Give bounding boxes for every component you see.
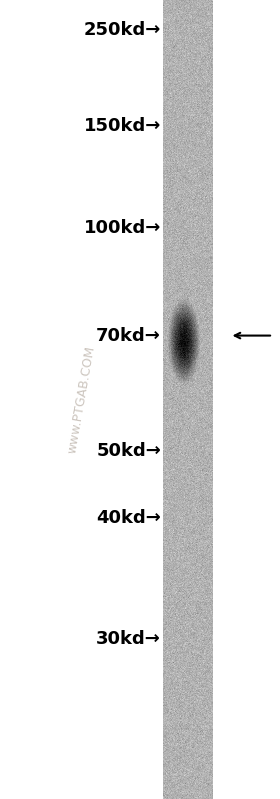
Text: 30kd→: 30kd→ bbox=[96, 630, 161, 648]
Bar bbox=[0, 0, 163, 799]
Text: 70kd→: 70kd→ bbox=[96, 327, 161, 344]
Text: www.PTGAB.COM: www.PTGAB.COM bbox=[66, 344, 97, 455]
Text: 50kd→: 50kd→ bbox=[96, 443, 161, 460]
Bar bbox=[213, 0, 280, 799]
Text: 40kd→: 40kd→ bbox=[96, 509, 161, 527]
Text: 100kd→: 100kd→ bbox=[84, 219, 161, 237]
Text: 150kd→: 150kd→ bbox=[84, 117, 161, 135]
Text: 250kd→: 250kd→ bbox=[84, 22, 161, 39]
